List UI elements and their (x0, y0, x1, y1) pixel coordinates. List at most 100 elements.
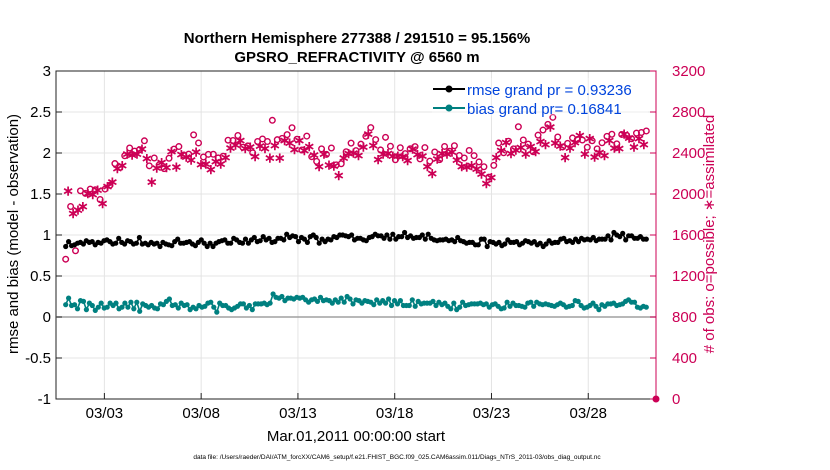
rmse-point (122, 241, 128, 247)
rmse-point (175, 236, 181, 242)
bias-point (341, 299, 347, 305)
rmse-point (281, 237, 287, 243)
obs-assimilated-point: ∗ (623, 129, 635, 145)
obs-assimilated-point: ∗ (372, 151, 384, 167)
obs-possible-point (135, 146, 143, 154)
obs-possible-point (431, 148, 439, 156)
obs-assimilated-point: ∗ (451, 152, 463, 168)
obs-possible-point (500, 149, 508, 157)
obs-possible-point (101, 185, 109, 193)
obs-possible-point (386, 142, 394, 150)
y-right-tick-label: 2400 (672, 145, 705, 162)
bias-point (386, 296, 392, 302)
chart-title-line2: GPSRO_REFRACTIVITY @ 6560 m (234, 49, 479, 66)
rmse-point (157, 243, 163, 250)
obs-assimilated-point: ∗ (318, 145, 330, 161)
bias-point (575, 298, 581, 304)
x-tick-label: 03/08 (182, 405, 220, 422)
obs-assimilated-point: ∗ (367, 137, 379, 153)
rmse-point (293, 234, 299, 240)
rmse-point (390, 231, 396, 237)
obs-possible-point (352, 147, 360, 155)
bias-point (531, 303, 537, 309)
obs-assimilated-point: ∗ (239, 140, 251, 156)
bias-point (430, 298, 436, 304)
obs-assimilated-point: ∗ (579, 145, 591, 161)
bias-point (137, 308, 143, 314)
obs-possible-point (126, 144, 134, 152)
bias-point (314, 298, 321, 304)
obs-assimilated-point: ∗ (638, 136, 650, 152)
rmse-point (245, 240, 251, 246)
x-axis-label: Mar.01,2011 00:00:00 start (267, 428, 446, 445)
rmse-point (425, 231, 431, 237)
obs-assimilated-point: ∗ (618, 125, 630, 141)
rmse-point (419, 232, 425, 238)
obs-assimilated-point: ∗ (520, 145, 532, 161)
x-tick-label: 03/03 (86, 405, 124, 422)
obs-possible-point (436, 156, 444, 164)
bias-point (122, 300, 128, 306)
obs-possible-point (421, 144, 429, 152)
rmse-point (313, 234, 319, 241)
obs-possible-point (298, 146, 306, 154)
obs-assimilated-point: ∗ (426, 165, 438, 181)
obs-assimilated-point: ∗ (92, 182, 104, 198)
obs-possible-point (382, 133, 390, 141)
obs-assimilated-point: ∗ (131, 145, 143, 161)
bias-point (134, 299, 140, 305)
rmse-point (575, 239, 582, 245)
obs-possible-point (308, 153, 316, 161)
obs-assimilated-point: ∗ (210, 153, 222, 169)
obs-possible-point (337, 160, 345, 168)
rmse-point (295, 239, 302, 245)
obs-assimilated-point: ∗ (407, 140, 419, 156)
obs-assimilated-point: ∗ (604, 132, 616, 148)
y-left-tick-label: -1 (38, 391, 51, 408)
bias-point (483, 301, 489, 307)
bias-point (72, 302, 78, 308)
bias-point (388, 302, 395, 309)
obs-possible-point (175, 143, 183, 151)
rmse-point (643, 236, 649, 242)
bias-point (208, 299, 214, 305)
bias-point (460, 299, 466, 305)
obs-possible-point (613, 140, 621, 148)
rmse-point (605, 233, 611, 239)
bias-point (335, 299, 341, 305)
obs-possible-point (490, 161, 498, 169)
obs-assimilated-point: ∗ (569, 134, 581, 150)
obs-assimilated-point: ∗ (362, 126, 374, 142)
y-left-tick-label: 0.5 (30, 268, 51, 285)
y-right-tick-label: 2800 (672, 104, 705, 121)
bias-point (193, 306, 199, 312)
bias-point (374, 297, 380, 303)
rmse-point (228, 240, 234, 246)
obs-assimilated-point: ∗ (294, 132, 306, 148)
obs-assimilated-point: ∗ (417, 148, 429, 164)
obs-assimilated-point: ∗ (87, 186, 99, 202)
y-right-tick-label: 1200 (672, 268, 705, 285)
obs-possible-point (185, 150, 193, 158)
obs-possible-point (470, 152, 478, 160)
obs-assimilated-point: ∗ (264, 150, 276, 166)
obs-possible-point (263, 138, 271, 146)
bias-point (504, 299, 510, 305)
bias-point (74, 306, 81, 312)
y-right-tick-label: 800 (672, 309, 697, 326)
rmse-point (284, 231, 290, 237)
obs-possible-point (554, 133, 562, 141)
obs-possible-point (519, 136, 527, 144)
obs-assimilated-point: ∗ (545, 118, 557, 134)
obs-possible-point (578, 136, 586, 144)
obs-possible-point (195, 139, 203, 147)
bias-point (279, 293, 285, 300)
bias-point (160, 302, 166, 308)
obs-assimilated-point: ∗ (190, 144, 202, 160)
obs-assimilated-point: ∗ (328, 158, 340, 174)
rmse-point (304, 239, 310, 245)
rmse-point (251, 234, 257, 241)
obs-possible-point (608, 130, 616, 138)
y-right-tick-label: 0 (672, 391, 680, 408)
obs-possible-point (145, 162, 153, 170)
